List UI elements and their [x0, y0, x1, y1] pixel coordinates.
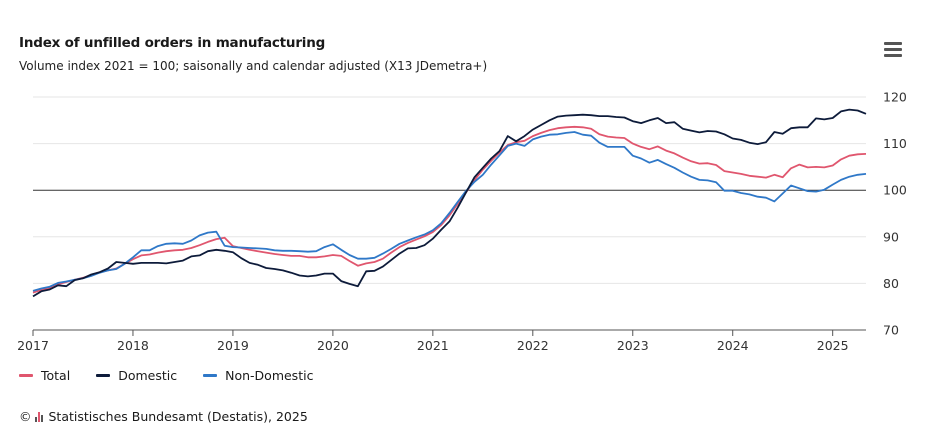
legend-label-non-domestic: Non-Domestic	[225, 368, 314, 383]
x-tick-label-2022: 2022	[517, 338, 549, 353]
series-line-non-domestic	[32, 131, 867, 292]
x-tick-label-2023: 2023	[617, 338, 649, 353]
y-tick-label-70: 70	[883, 323, 899, 338]
x-tick-label-2025: 2025	[817, 338, 849, 353]
line-chart: 70 80 90 100 110 120 2017 2018 2019 2020 2021 2022…	[17, 90, 907, 354]
y-tick-label-120: 120	[883, 90, 907, 105]
y-gridlines	[33, 96, 866, 284]
x-tick-label-2017: 2017	[17, 338, 49, 353]
copyright-symbol: ©	[19, 409, 32, 424]
legend-swatch-domestic	[96, 374, 111, 377]
chart-subtitle: Volume index 2021 = 100; saisonally and …	[19, 59, 488, 73]
chart-title: Index of unfilled orders in manufacturin…	[19, 35, 326, 51]
series-lines	[32, 108, 867, 298]
x-tick-label-2019: 2019	[217, 338, 249, 353]
legend-swatch-total	[19, 374, 33, 377]
x-tick-label-2020: 2020	[317, 338, 349, 353]
legend-item-domestic[interactable]: Domestic	[96, 368, 177, 383]
legend-label-domestic: Domestic	[118, 368, 178, 383]
legend-label-total: Total	[41, 368, 71, 383]
hamburger-menu-icon[interactable]	[884, 42, 902, 58]
y-tick-label-80: 80	[883, 276, 899, 291]
y-tick-label-110: 110	[883, 136, 907, 151]
legend-item-total[interactable]: Total	[19, 368, 70, 383]
x-axis: 2017 2018 2019 2020 2021 2022 2023 2024 2025	[17, 329, 866, 353]
x-tick-label-2024: 2024	[717, 338, 749, 353]
source-footer: © Statistisches Bundesamt (Destatis), 20…	[19, 409, 308, 424]
x-tick-label-2018: 2018	[117, 338, 149, 353]
y-axis-ticks: 70 80 90 100 110 120	[883, 90, 907, 338]
destatis-logo-icon	[34, 411, 43, 422]
series-line-total	[32, 125, 867, 294]
legend-item-non-domestic[interactable]: Non-Domestic	[203, 368, 313, 383]
y-tick-label-100: 100	[883, 183, 907, 198]
x-tick-label-2021: 2021	[417, 338, 449, 353]
legend: Total Domestic Non-Domestic	[19, 368, 313, 383]
series-line-domestic	[32, 108, 867, 298]
source-text: Statistisches Bundesamt (Destatis), 2025	[48, 409, 308, 424]
legend-swatch-non-domestic	[203, 374, 218, 377]
y-tick-label-90: 90	[883, 229, 899, 244]
